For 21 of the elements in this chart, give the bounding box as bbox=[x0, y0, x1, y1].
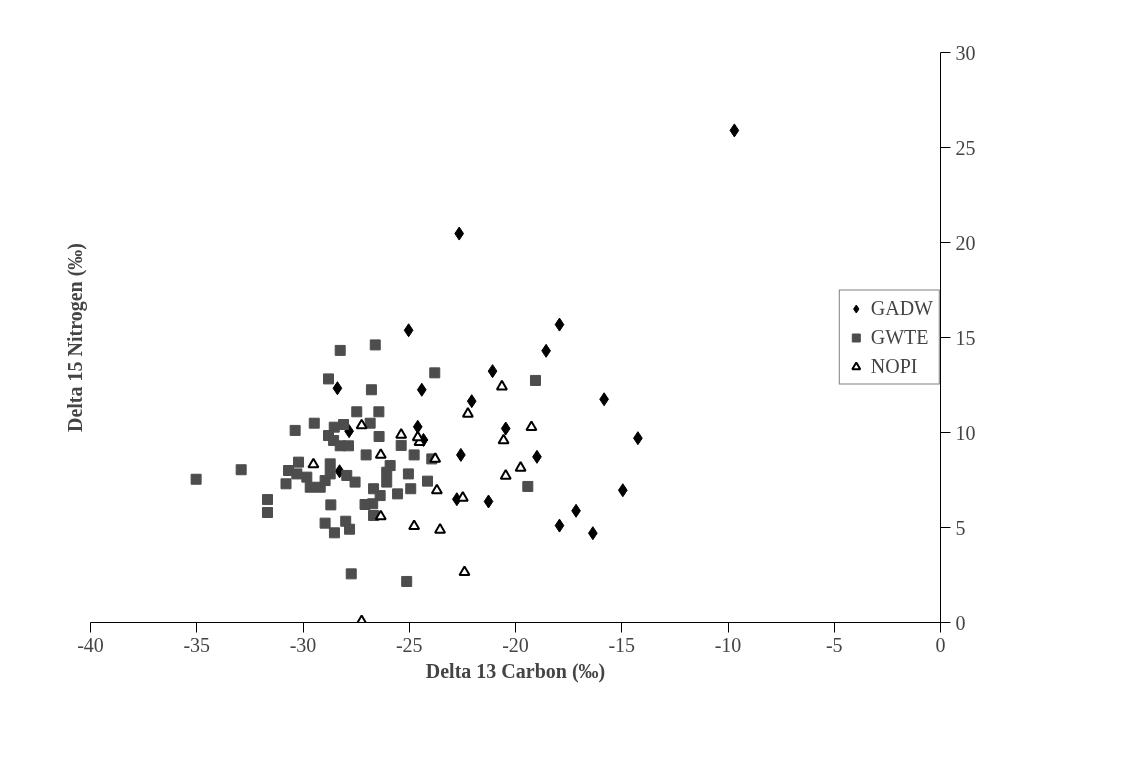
x-tick-label: -40 bbox=[77, 633, 104, 656]
x-tick-label: -35 bbox=[183, 633, 211, 656]
legend-label: NOPI bbox=[870, 354, 918, 378]
y-tick-label: 30 bbox=[955, 41, 976, 64]
y-axis-title: Delta 15 Nitrogen (‰) bbox=[63, 242, 87, 433]
x-axis-title: Delta 13 Carbon (‰) bbox=[425, 659, 606, 683]
x-tick-label: -10 bbox=[714, 633, 742, 656]
x-tick-label: -5 bbox=[825, 633, 843, 656]
legend-label: GADW bbox=[870, 296, 933, 320]
x-tick-label: -25 bbox=[395, 633, 423, 656]
x-tick-label: -30 bbox=[289, 633, 317, 656]
y-tick-label: 20 bbox=[955, 231, 976, 254]
x-tick-label: -20 bbox=[502, 633, 529, 656]
y-tick-label: 0 bbox=[955, 611, 966, 634]
legend-label: GWTE bbox=[870, 325, 929, 349]
y-tick-label: 25 bbox=[955, 136, 976, 159]
y-tick-label: 5 bbox=[955, 516, 966, 539]
x-tick-label: 0 bbox=[935, 633, 946, 656]
x-tick-label: -15 bbox=[608, 633, 636, 656]
y-tick-label: 10 bbox=[955, 421, 976, 444]
y-tick-label: 15 bbox=[955, 326, 976, 349]
